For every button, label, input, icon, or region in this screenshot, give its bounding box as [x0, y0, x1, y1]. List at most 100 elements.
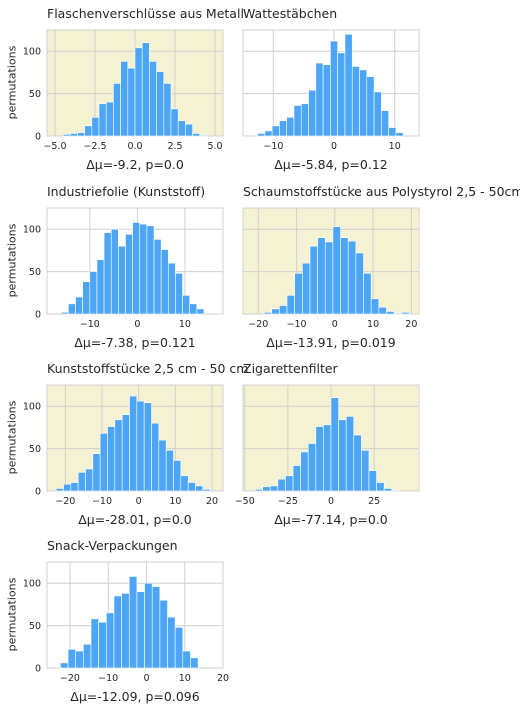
histogram-plot: −5.0 −2.5 0.0 2.5 5.0 0 50 100 — [23, 29, 224, 152]
histogram-bar — [174, 626, 184, 669]
histogram-bar — [277, 478, 286, 492]
histogram-bar — [127, 67, 136, 137]
histogram-bar — [60, 312, 69, 315]
panel-title: Flaschenverschlüsse aus Metall — [47, 6, 244, 21]
histogram-bar — [370, 298, 380, 315]
histogram-bar — [160, 249, 169, 315]
histogram-bar — [91, 117, 100, 137]
histogram-bar — [359, 69, 368, 137]
histogram-bar — [177, 120, 186, 137]
histogram-bar — [98, 621, 107, 669]
x-tick-label: −10 — [263, 141, 283, 152]
histogram-bar — [317, 237, 326, 315]
histogram-bar — [330, 40, 338, 137]
histogram-bar — [264, 130, 273, 137]
histogram-bar — [381, 110, 389, 137]
histogram-bar — [105, 101, 114, 137]
histogram-bar — [151, 586, 161, 669]
histogram-bar — [110, 228, 119, 315]
histogram-bar — [373, 91, 382, 137]
panel-title: Zigarettenfilter — [243, 361, 338, 376]
histogram-bar — [163, 83, 172, 137]
histogram-bar — [190, 657, 199, 669]
x-axis-label: Δμ=-7.38, p=0.121 — [74, 335, 196, 350]
histogram-bar — [262, 486, 271, 492]
histogram-bar — [141, 42, 150, 137]
panel-title: Snack-Verpackungen — [47, 538, 178, 553]
histogram-bar — [307, 443, 317, 492]
histogram-bar — [383, 488, 393, 492]
histogram-bar — [294, 272, 303, 315]
histogram-bar — [189, 303, 198, 315]
panel-title: Kunststoffstücke 2,5 cm - 50 cm — [47, 361, 249, 376]
histogram-bar — [82, 281, 91, 315]
histogram-bar — [151, 422, 160, 492]
histogram-bar — [292, 465, 301, 492]
histogram-bar — [366, 76, 375, 137]
histogram-bar — [134, 47, 143, 137]
x-tick-label: 25 — [368, 496, 380, 507]
histogram-bar — [149, 61, 157, 137]
histogram-bar — [361, 449, 370, 492]
histogram-bar — [376, 482, 385, 492]
x-tick-label: −50 — [235, 496, 255, 507]
histogram-bar — [332, 226, 341, 315]
histogram-bar — [143, 402, 152, 492]
x-tick-label: −20 — [248, 319, 268, 330]
histogram-bar — [158, 439, 167, 492]
histogram-bar — [182, 295, 191, 315]
histogram-plot: −20 −10 0 10 20 0 50 100 — [23, 384, 224, 507]
x-tick-label: −10 — [98, 673, 118, 684]
histogram-bar — [132, 222, 141, 315]
histogram-bar — [55, 488, 64, 492]
histogram-bar — [322, 64, 331, 137]
histogram-bar — [106, 612, 115, 669]
histogram-bar — [182, 650, 191, 669]
histogram-bar — [391, 489, 400, 492]
histogram-bar — [67, 649, 76, 669]
histogram-bar — [353, 434, 362, 492]
panel-title: Wattestäbchen — [243, 6, 338, 21]
histogram-bar — [202, 489, 211, 492]
histogram-bar — [113, 595, 122, 669]
panel-title: Industriefolie (Kunststoff) — [47, 184, 206, 199]
histogram-bar — [68, 303, 76, 315]
x-tick-label: 20 — [405, 319, 417, 330]
histogram-bar — [167, 262, 176, 315]
histogram-bar — [286, 117, 295, 137]
histogram-bar — [70, 482, 79, 492]
histogram-bar — [401, 312, 410, 315]
histogram-bar — [136, 400, 145, 492]
histogram-bar — [315, 426, 324, 492]
histogram-bar — [300, 103, 309, 137]
histogram-bar — [286, 295, 295, 315]
histogram-bar — [139, 223, 148, 315]
x-tick-label: 20 — [206, 496, 218, 507]
x-tick-label: 0.0 — [127, 141, 142, 152]
histogram-plot: −10 0 10 — [242, 29, 420, 152]
x-tick-label: 10 — [179, 673, 191, 684]
y-tick-label: 100 — [23, 579, 41, 590]
histogram-bar — [69, 133, 78, 137]
panel-title: Schaumstoffstücke aus Polystyrol 2,5 - 5… — [243, 184, 520, 199]
x-axis-label: Δμ=-77.14, p=0.0 — [274, 512, 388, 527]
histogram-bar — [347, 240, 357, 315]
x-tick-label: −10 — [287, 319, 307, 330]
histogram-bar — [107, 426, 116, 492]
y-tick-label: 50 — [29, 621, 41, 632]
histogram-bar — [63, 483, 72, 492]
histogram-bar — [330, 397, 339, 492]
histogram-bar — [351, 66, 360, 137]
x-tick-label: 0 — [134, 319, 140, 330]
histogram-bar — [125, 233, 133, 315]
histogram-plot: −20 −10 0 10 20 — [242, 207, 420, 330]
histogram-bar — [185, 123, 193, 137]
x-tick-label: 0 — [332, 319, 338, 330]
histogram-plot: −50 −25 0 25 — [235, 384, 420, 507]
y-tick-label: 100 — [23, 402, 41, 413]
histogram-bar — [180, 475, 189, 492]
x-tick-label: 0 — [143, 673, 149, 684]
histogram-bar — [337, 52, 346, 137]
histogram-bar — [170, 108, 179, 137]
histogram-bar — [77, 472, 86, 492]
